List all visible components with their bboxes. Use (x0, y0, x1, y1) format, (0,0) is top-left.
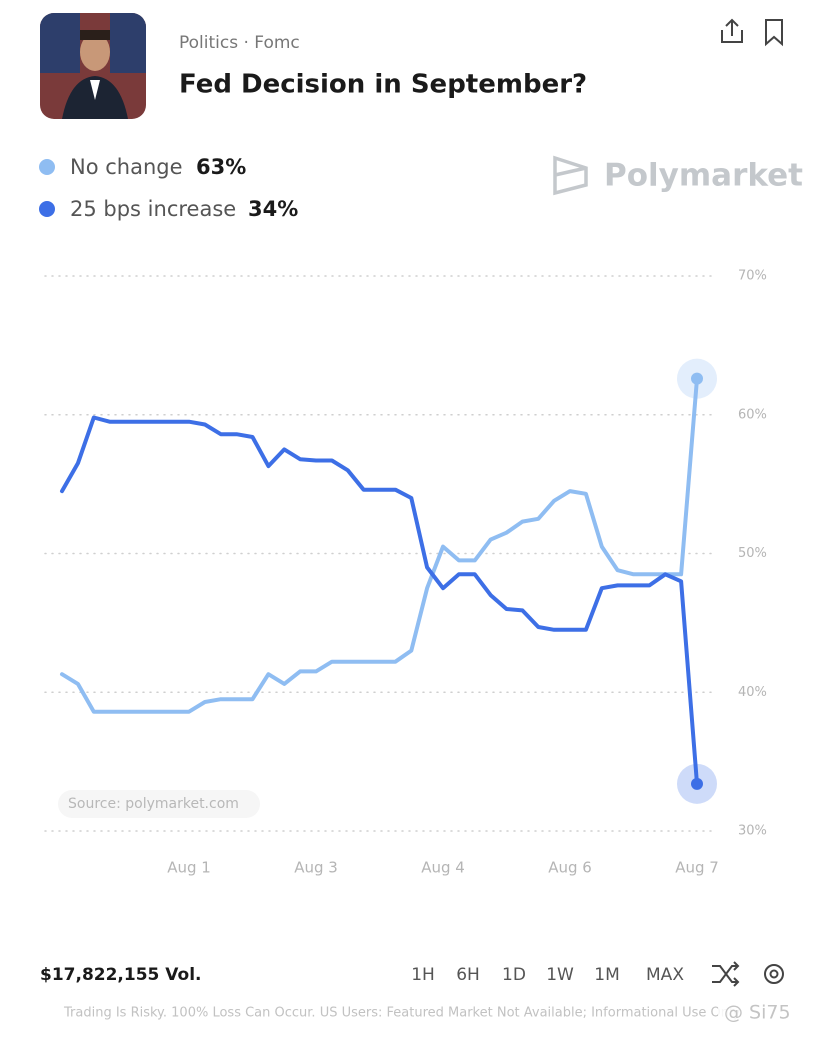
y-tick-label: 30% (738, 824, 767, 839)
share-button[interactable] (721, 18, 743, 43)
range-button[interactable]: 1D (502, 965, 526, 985)
end-point (691, 372, 703, 385)
disclaimer: Trading Is Risky. 100% Loss Can Occur. U… (63, 1006, 743, 1021)
series-line (60, 376, 699, 714)
settings-button[interactable] (764, 964, 784, 984)
volume: $17,822,155 Vol. (40, 965, 201, 985)
x-tick-label: Aug 6 (548, 859, 592, 877)
market-title: Fed Decision in September? (179, 70, 587, 100)
source-label: Source: polymarket.com (68, 796, 239, 812)
legend-dot (39, 201, 55, 217)
y-tick-label: 50% (738, 546, 767, 561)
range-button[interactable]: 6H (456, 965, 480, 985)
legend-value: 63% (196, 155, 246, 179)
legend-label: 25 bps increase (70, 197, 236, 221)
series-line (60, 415, 699, 786)
market-category: Politics · Fomc (179, 33, 300, 53)
y-tick-label: 70% (738, 269, 767, 284)
legend-label: No change (70, 155, 183, 179)
chart: 30% 40% 50% 60% 70% Aug 1 Aug 3 Aug 4 Aug 6 Aug 7 (44, 269, 767, 877)
shuffle-button[interactable] (712, 961, 740, 987)
legend-value: 34% (248, 197, 298, 221)
bookmark-button[interactable] (765, 19, 783, 47)
range-button[interactable]: 1M (594, 965, 619, 985)
end-point (691, 777, 703, 790)
x-tick-label: Aug 7 (675, 859, 719, 877)
legend-dot (39, 159, 55, 175)
x-tick-label: Aug 4 (421, 859, 465, 877)
source-badge (58, 790, 260, 818)
watermark-bg (718, 998, 829, 1028)
range-buttons: 1H 6H 1D 1W 1M MAX (411, 965, 684, 985)
range-button[interactable]: 1W (546, 965, 574, 985)
y-tick-label: 60% (738, 407, 767, 422)
x-tick-label: Aug 3 (294, 859, 338, 877)
brand-logo (553, 155, 588, 196)
watermark: @ Si75 (724, 1002, 791, 1024)
range-button[interactable]: MAX (646, 965, 684, 985)
brand-name: Polymarket (604, 158, 803, 194)
market-image (40, 13, 146, 119)
range-button[interactable]: 1H (411, 965, 435, 985)
x-tick-label: Aug 1 (167, 859, 211, 877)
y-tick-label: 40% (738, 685, 767, 700)
